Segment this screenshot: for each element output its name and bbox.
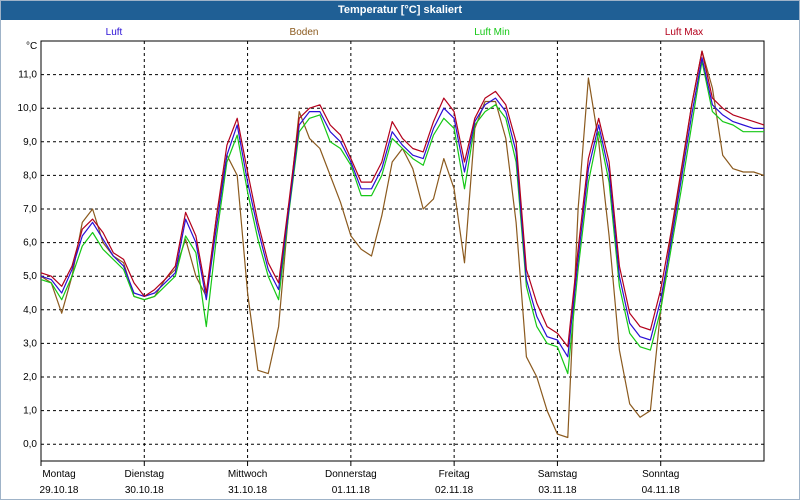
y-tick-label: 7,0 xyxy=(23,204,37,215)
x-day-label: Freitag xyxy=(439,469,470,480)
x-date-label: 02.11.18 xyxy=(435,485,474,496)
legend-luft-max: Luft Max xyxy=(665,27,703,38)
legend-luft: Luft xyxy=(106,27,123,38)
x-day-label: Sonntag xyxy=(642,469,679,480)
x-day-label: Dienstag xyxy=(125,469,164,480)
y-tick-label: 5,0 xyxy=(23,271,37,282)
x-day-label: Donnerstag xyxy=(325,469,377,480)
series-line-luft-min xyxy=(40,60,764,375)
y-tick-label: 6,0 xyxy=(23,238,37,249)
x-date-label: 29.10.18 xyxy=(40,485,79,496)
series-line-boden xyxy=(40,50,765,439)
x-date-label: 01.11.18 xyxy=(332,485,371,496)
y-tick-label: 4,0 xyxy=(23,305,37,316)
x-date-label: 03.11.18 xyxy=(538,485,577,496)
grid-layer xyxy=(41,41,764,461)
plot-frame xyxy=(40,40,765,462)
y-tick-label: 0,0 xyxy=(23,439,37,450)
y-tick-label: 9,0 xyxy=(23,137,37,148)
series-line-luft xyxy=(40,57,764,358)
legend-luft-min: Luft Min xyxy=(474,27,510,38)
y-tick-label: 1,0 xyxy=(23,406,37,417)
x-tick-layer: Montag 29.10.18 Dienstag 30.10.18 Mittwoch 31… xyxy=(40,461,681,496)
y-tick-label: 10,0 xyxy=(18,103,38,114)
chart-title: Temperatur [°C] skaliert xyxy=(1,1,799,20)
x-day-label: Samstag xyxy=(538,469,577,480)
series-line-luft-max xyxy=(40,50,765,348)
y-tick-label: 11,0 xyxy=(18,70,37,81)
x-date-label: 04.11.18 xyxy=(642,485,681,496)
x-date-label: 30.10.18 xyxy=(125,485,164,496)
series-layer xyxy=(40,50,765,439)
y-tick-layer: 0,0 1,0 2,0 3,0 4,0 5,0 6,0 7,0 8,0 9,0 10,0 11,0 xyxy=(18,70,38,451)
x-day-label: Montag xyxy=(42,469,75,480)
x-date-label: 31.10.18 xyxy=(228,485,267,496)
x-day-label: Mittwoch xyxy=(228,469,267,480)
legend-boden: Boden xyxy=(290,27,319,38)
y-tick-label: 2,0 xyxy=(23,372,37,383)
y-tick-label: 8,0 xyxy=(23,170,37,181)
y-axis-label: °C xyxy=(26,41,37,52)
y-tick-label: 3,0 xyxy=(23,338,37,349)
